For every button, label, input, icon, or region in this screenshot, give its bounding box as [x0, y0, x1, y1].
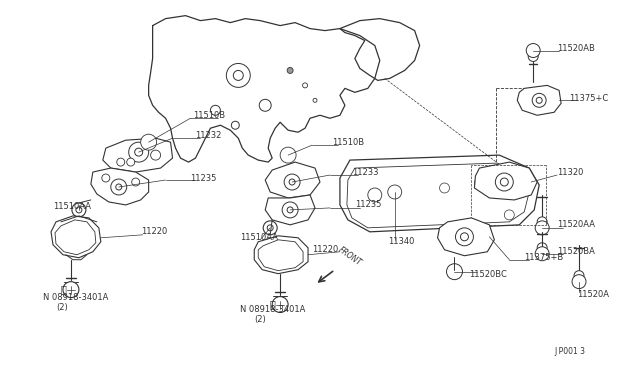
Circle shape: [368, 188, 382, 202]
Circle shape: [127, 158, 134, 166]
Polygon shape: [347, 163, 529, 228]
Text: J P001 3: J P001 3: [554, 347, 585, 356]
Text: 11520A: 11520A: [577, 290, 609, 299]
Circle shape: [447, 264, 463, 280]
Circle shape: [111, 179, 127, 195]
Text: 11235: 11235: [191, 173, 217, 183]
Circle shape: [72, 203, 86, 217]
Polygon shape: [438, 218, 494, 256]
Polygon shape: [258, 240, 303, 271]
Circle shape: [303, 83, 308, 88]
Polygon shape: [474, 162, 537, 200]
Text: (2): (2): [254, 315, 266, 324]
Circle shape: [116, 158, 125, 166]
Circle shape: [537, 217, 547, 227]
Circle shape: [474, 178, 484, 188]
Circle shape: [282, 202, 298, 218]
Circle shape: [289, 179, 295, 185]
Text: 11375+C: 11375+C: [569, 94, 608, 103]
Text: 11220: 11220: [141, 227, 167, 236]
Circle shape: [537, 243, 547, 253]
Circle shape: [283, 150, 293, 160]
Circle shape: [287, 67, 293, 73]
Polygon shape: [55, 220, 96, 255]
Text: 11510B: 11510B: [332, 138, 364, 147]
Text: Ⓝ: Ⓝ: [269, 299, 275, 310]
Text: 11510B: 11510B: [193, 111, 225, 120]
Circle shape: [150, 150, 161, 160]
Circle shape: [102, 174, 110, 182]
Circle shape: [211, 105, 220, 115]
Circle shape: [574, 271, 584, 280]
Circle shape: [500, 178, 508, 186]
Polygon shape: [265, 162, 320, 198]
Circle shape: [495, 173, 513, 191]
Circle shape: [234, 70, 243, 80]
Circle shape: [231, 121, 239, 129]
Text: 11520AB: 11520AB: [557, 44, 595, 53]
Polygon shape: [103, 138, 173, 172]
Circle shape: [440, 183, 449, 193]
Polygon shape: [91, 168, 148, 205]
Text: 11520AA: 11520AA: [557, 220, 595, 230]
Circle shape: [456, 228, 474, 246]
Circle shape: [134, 148, 143, 156]
Polygon shape: [51, 216, 101, 258]
Text: 11510AA: 11510AA: [240, 233, 278, 242]
Circle shape: [76, 207, 82, 213]
Text: 11520BC: 11520BC: [469, 270, 508, 279]
Circle shape: [532, 93, 546, 107]
Circle shape: [63, 282, 79, 298]
Circle shape: [313, 98, 317, 102]
Circle shape: [449, 267, 460, 277]
Text: 11340: 11340: [388, 237, 414, 246]
Circle shape: [287, 207, 293, 213]
Circle shape: [536, 97, 542, 103]
Circle shape: [259, 99, 271, 111]
Circle shape: [263, 221, 277, 235]
Text: 11235: 11235: [355, 201, 381, 209]
Circle shape: [141, 134, 157, 150]
Circle shape: [227, 64, 250, 87]
Circle shape: [535, 221, 549, 235]
Text: 11233: 11233: [352, 167, 378, 177]
Circle shape: [504, 210, 515, 220]
Text: N 08918-3401A: N 08918-3401A: [43, 293, 108, 302]
Circle shape: [267, 225, 273, 231]
Circle shape: [132, 178, 140, 186]
Circle shape: [116, 184, 122, 190]
Text: 11320: 11320: [557, 167, 584, 177]
Circle shape: [280, 147, 296, 163]
Circle shape: [572, 275, 586, 289]
Circle shape: [143, 137, 154, 147]
Polygon shape: [265, 195, 315, 225]
Text: (2): (2): [56, 303, 68, 312]
Circle shape: [528, 51, 538, 61]
Circle shape: [388, 185, 402, 199]
Text: 11520BA: 11520BA: [557, 247, 595, 256]
Text: Ⓝ: Ⓝ: [60, 285, 66, 295]
Circle shape: [284, 174, 300, 190]
Text: N 08918-3401A: N 08918-3401A: [240, 305, 306, 314]
Polygon shape: [254, 236, 308, 274]
Circle shape: [129, 142, 148, 162]
Polygon shape: [340, 155, 539, 232]
Polygon shape: [517, 86, 561, 115]
Text: 11232: 11232: [195, 131, 222, 140]
Circle shape: [460, 233, 468, 241]
Circle shape: [526, 44, 540, 58]
Text: FRONT: FRONT: [337, 246, 364, 268]
Circle shape: [535, 247, 549, 261]
Text: 11375+B: 11375+B: [524, 253, 563, 262]
Text: 11510AA: 11510AA: [53, 202, 91, 211]
Text: 11220: 11220: [312, 245, 339, 254]
Circle shape: [272, 296, 288, 312]
